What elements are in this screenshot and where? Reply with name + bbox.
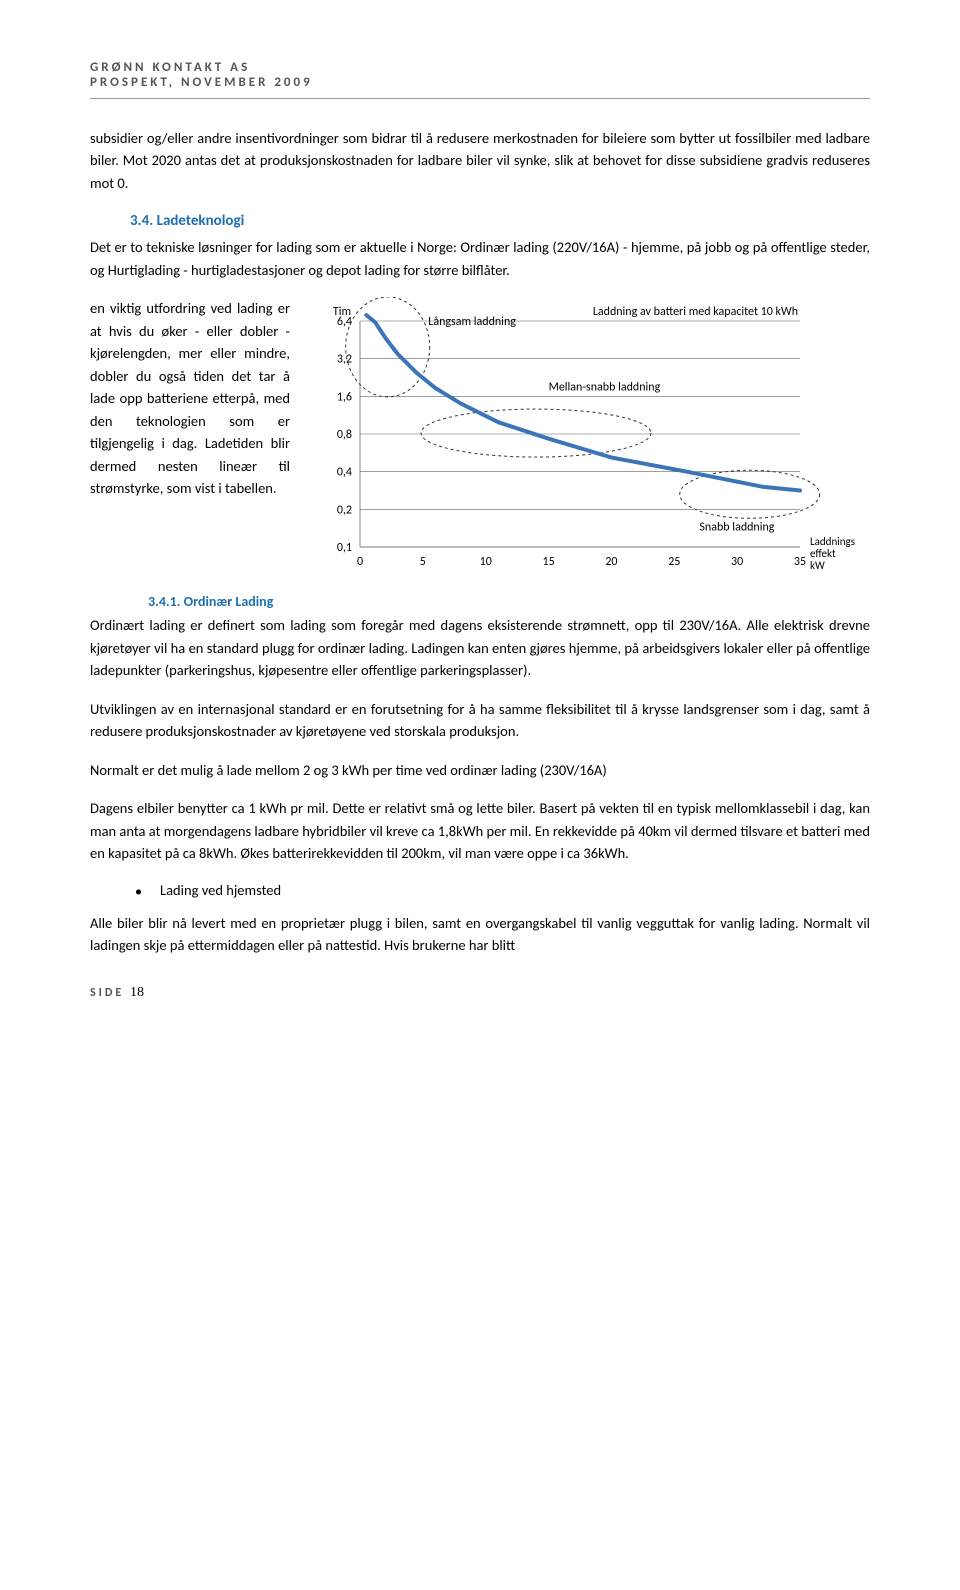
side-paragraph: en viktig utfordring ved lading er at hv… <box>90 297 290 577</box>
bullet-label: Lading ved hjemsted <box>160 881 281 899</box>
footer-label: SIDE <box>90 986 124 1000</box>
svg-text:20: 20 <box>605 555 617 569</box>
header-company: GRØNN KONTAKT AS <box>90 60 870 75</box>
bullet-item: • Lading ved hjemsted <box>135 881 870 902</box>
svg-text:25: 25 <box>668 555 680 569</box>
svg-text:Laddning av batteri med kapaci: Laddning av batteri med kapacitet 10 kWh <box>593 305 798 319</box>
svg-text:0,2: 0,2 <box>337 504 352 518</box>
charging-chart: 6,43,21,60,80,40,20,105101520253035Laddn… <box>310 297 870 577</box>
paragraph-341-a: Ordinært lading er definert som lading s… <box>90 614 870 681</box>
page-container: GRØNN KONTAKT AS PROSPEKT, NOVEMBER 2009… <box>0 0 960 1041</box>
svg-text:10: 10 <box>480 555 492 569</box>
svg-text:kW: kW <box>810 559 825 572</box>
svg-text:30: 30 <box>731 555 743 569</box>
svg-text:Mellan-snabb laddning: Mellan-snabb laddning <box>549 381 661 395</box>
paragraph-341-c: Normalt er det mulig å lade mellom 2 og … <box>90 759 870 781</box>
svg-text:0,4: 0,4 <box>337 466 352 480</box>
svg-text:0,1: 0,1 <box>337 541 352 555</box>
paragraph-34-body: Det er to tekniske løsninger for lading … <box>90 236 870 281</box>
paragraph-341-d: Dagens elbiler benytter ca 1 kWh pr mil.… <box>90 797 870 864</box>
page-header: GRØNN KONTAKT AS PROSPEKT, NOVEMBER 2009 <box>90 60 870 99</box>
svg-text:1,6: 1,6 <box>337 391 352 405</box>
svg-text:3,2: 3,2 <box>337 353 352 367</box>
svg-text:Snabb laddning: Snabb laddning <box>699 521 774 535</box>
svg-text:35: 35 <box>794 555 806 569</box>
footer-page-number: 18 <box>130 985 144 1000</box>
text-chart-row: en viktig utfordring ved lading er at hv… <box>90 297 870 577</box>
chart-svg: 6,43,21,60,80,40,20,105101520253035Laddn… <box>310 297 870 577</box>
svg-text:0,8: 0,8 <box>337 428 352 442</box>
heading-3-4: 3.4. Ladeteknologi <box>130 212 870 230</box>
svg-text:15: 15 <box>542 555 554 569</box>
svg-text:Långsam laddning: Långsam laddning <box>428 315 516 329</box>
paragraph-intro: subsidier og/eller andre insentivordning… <box>90 127 870 194</box>
header-subtitle: PROSPEKT, NOVEMBER 2009 <box>90 75 870 90</box>
page-footer: SIDE 18 <box>90 985 870 1001</box>
paragraph-341-e: Alle biler blir nå levert med en proprie… <box>90 912 870 957</box>
bullet-icon: • <box>135 881 142 902</box>
svg-text:Tim: Tim <box>333 305 351 319</box>
heading-3-4-1: 3.4.1. Ordinær Lading <box>148 593 870 610</box>
svg-text:5: 5 <box>420 555 426 569</box>
svg-text:0: 0 <box>357 555 363 569</box>
paragraph-341-b: Utviklingen av en internasjonal standard… <box>90 698 870 743</box>
